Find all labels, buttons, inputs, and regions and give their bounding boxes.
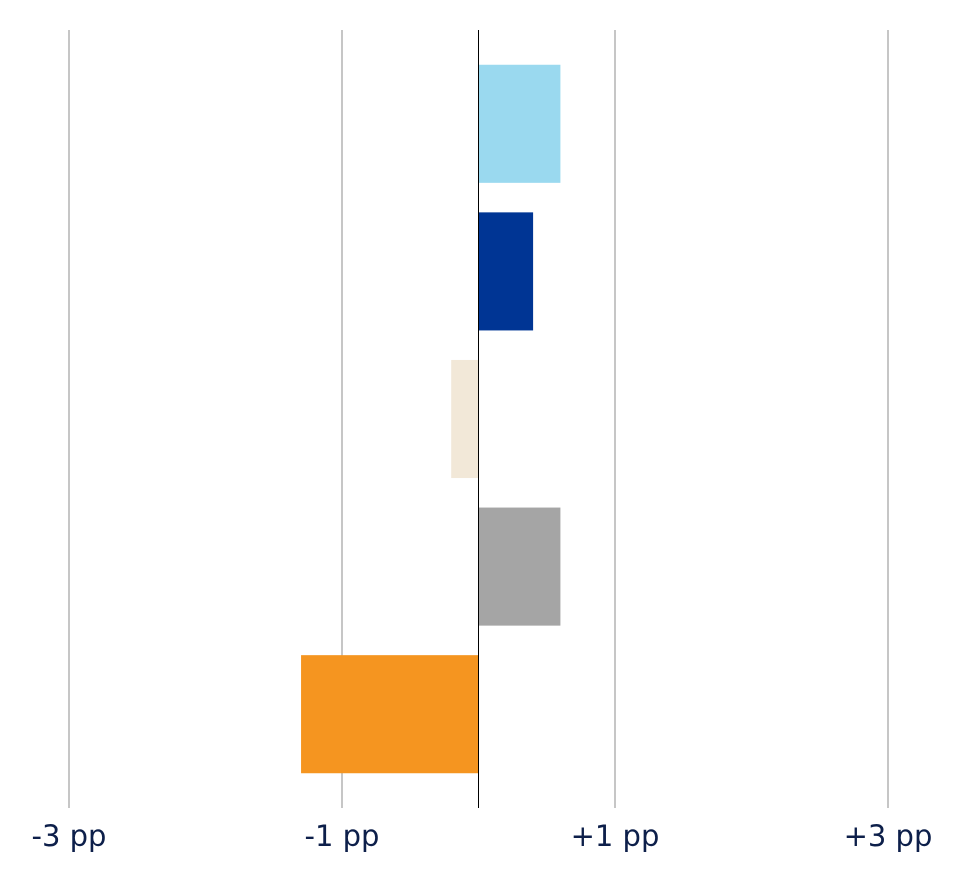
x-tick-label: +1 pp [571,819,660,853]
bar [478,507,561,626]
bar [478,64,561,183]
bar [451,359,479,479]
x-tick-label: -3 pp [32,819,107,853]
bar [478,212,534,331]
x-tick-label: +3 pp [844,819,933,853]
x-tick-label: -1 pp [305,819,380,853]
bar [301,655,479,774]
